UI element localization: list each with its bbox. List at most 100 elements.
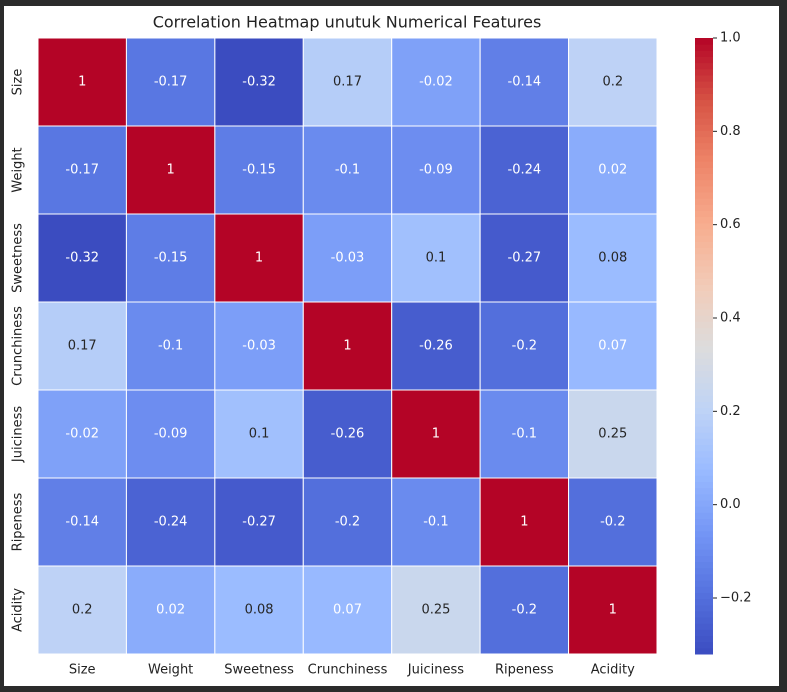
colorbar-segment: [695, 327, 713, 335]
heatmap-cell: [214, 125, 304, 215]
y-tick-label: Size: [11, 69, 26, 96]
colorbar-segment: [695, 376, 713, 384]
colorbar-segment: [695, 432, 713, 439]
cell-label: 0.08: [245, 603, 274, 618]
colorbar-segment: [695, 296, 713, 304]
heatmap-cell: [479, 389, 570, 479]
heatmap-cell: [302, 213, 393, 303]
colorbar-segment: [695, 210, 713, 218]
colorbar-segment: [695, 456, 713, 464]
colorbar-segment: [695, 222, 713, 230]
heatmap-cell: [391, 125, 481, 215]
colorbar-segment: [695, 253, 713, 261]
colorbar-segment: [695, 50, 713, 57]
cell-label: 1: [343, 339, 351, 354]
colorbar-segment: [695, 228, 713, 236]
colorbar-segment: [695, 549, 713, 556]
colorbar-segment: [695, 518, 713, 526]
colorbar-segment: [695, 623, 713, 630]
colorbar-segment: [695, 38, 713, 45]
cell-label: 0.07: [333, 603, 362, 618]
colorbar-segment: [695, 111, 713, 119]
y-tick-label: Acidity: [11, 588, 26, 632]
heatmap-cell: [479, 125, 570, 215]
heatmap-cell: [125, 301, 216, 391]
heatmap-cell: [302, 565, 393, 655]
colorbar-segment: [695, 93, 713, 101]
colorbar-segment: [695, 561, 713, 569]
colorbar-segment: [695, 339, 713, 347]
heatmap-cell: [37, 213, 127, 303]
colorbar-segment: [695, 475, 713, 483]
colorbar-segment: [695, 401, 713, 409]
cell-label: -0.27: [242, 515, 276, 530]
colorbar-segment: [695, 629, 713, 637]
colorbar-segment: [695, 155, 713, 162]
heatmap-cell: [214, 213, 304, 303]
cell-label: -0.09: [419, 163, 453, 178]
colorbar-segment: [695, 284, 713, 292]
colorbar-segment: [695, 592, 713, 600]
colorbar-segment: [695, 333, 713, 341]
cell-label: -0.1: [158, 339, 183, 354]
cell-label: -0.03: [242, 339, 276, 354]
heatmap-cell: [214, 477, 304, 567]
heatmap-cell: [479, 477, 570, 567]
cell-label: 0.02: [598, 163, 627, 178]
colorbar-segment: [695, 463, 713, 470]
colorbar-segment: [695, 610, 713, 618]
colorbar-segment: [695, 290, 713, 298]
x-tick-label: Sweetness: [224, 663, 294, 678]
cell-label: -0.15: [154, 251, 188, 266]
colorbar-tick-label: −0.2: [720, 591, 752, 606]
heatmap-cell: [37, 389, 127, 479]
heatmap-cell: [302, 37, 393, 127]
heatmap-cell: [125, 37, 216, 127]
colorbar-segment: [695, 500, 713, 507]
colorbar-segment: [695, 204, 713, 211]
colorbar-segment: [695, 450, 713, 458]
colorbar-segment: [695, 81, 713, 88]
cell-label: 0.17: [333, 75, 362, 90]
cell-label: -0.32: [65, 251, 99, 266]
cell-label: -0.1: [512, 427, 537, 442]
colorbar-segment: [695, 586, 713, 593]
cell-label: 1: [78, 75, 86, 90]
x-tick-label: Juiciness: [407, 663, 464, 678]
colorbar-tick-label: 0.2: [720, 404, 741, 419]
cell-label: 0.25: [598, 427, 627, 442]
cell-label: 0.1: [249, 427, 270, 442]
colorbar-segment: [695, 419, 713, 427]
colorbar-segment: [695, 99, 713, 107]
cell-label: 1: [255, 251, 263, 266]
colorbar-segment: [695, 469, 713, 476]
colorbar-segment: [695, 555, 713, 563]
heatmap-cell: [568, 477, 658, 567]
heatmap-cell: [302, 477, 393, 567]
heatmap-cell: [479, 213, 570, 303]
cell-label: 1: [520, 515, 528, 530]
cell-label: -0.1: [335, 163, 360, 178]
colorbar-segment: [695, 438, 713, 446]
colorbar-segment: [695, 62, 713, 70]
colorbar-segment: [695, 179, 713, 187]
cell-label: -0.27: [508, 251, 542, 266]
cell-label: -0.2: [512, 339, 537, 354]
colorbar-segment: [695, 124, 713, 131]
heatmap-cell: [391, 213, 481, 303]
x-tick-label: Size: [69, 663, 96, 678]
cell-label: 0.2: [602, 75, 623, 90]
colorbar-segment: [695, 598, 713, 606]
colorbar-tick-label: 0.8: [720, 124, 741, 139]
colorbar-segment: [695, 573, 713, 581]
colorbar-segment: [695, 352, 713, 359]
colorbar-segment: [695, 272, 713, 279]
heatmap-cell: [391, 301, 481, 391]
y-tick-label: Juiciness: [11, 406, 26, 463]
colorbar-segment: [695, 370, 713, 378]
cell-label: -0.26: [331, 427, 365, 442]
colorbar-segment: [695, 173, 713, 181]
cell-label: -0.2: [335, 515, 360, 530]
colorbar-segment: [695, 426, 713, 433]
